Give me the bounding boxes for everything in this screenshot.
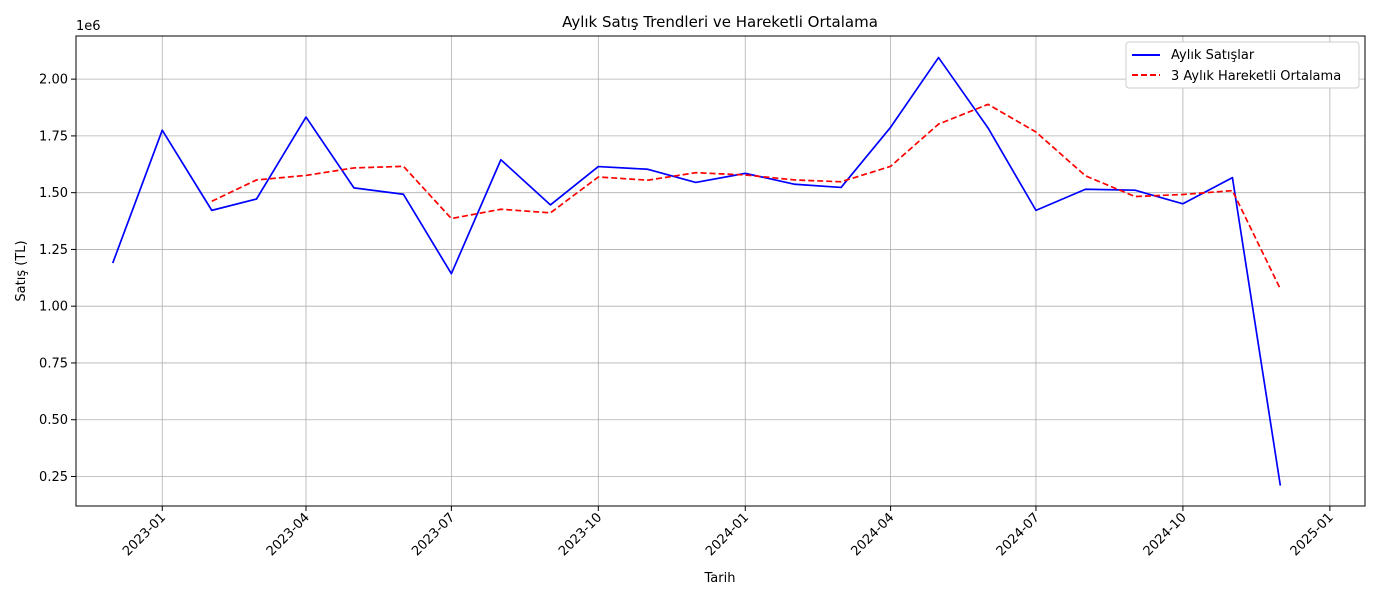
- x-tick-label: 2024-04: [848, 510, 897, 559]
- sales-series-line: [111, 56, 1282, 486]
- x-tick-label: 2024-01: [703, 510, 752, 559]
- y-tick-label: 1.25: [39, 243, 68, 258]
- y-tick-label: 0.75: [39, 356, 68, 371]
- y-tick-label: 1.50: [39, 186, 68, 201]
- y-tick-label: 0.25: [39, 470, 68, 485]
- y-tick-label: 1.75: [39, 129, 68, 144]
- y-tick-label: 0.50: [39, 413, 68, 428]
- y-axis-label: Satış (TL): [14, 240, 29, 301]
- moving-average-series-line: [211, 103, 1282, 290]
- chart-title: Aylık Satış Trendleri ve Hareketli Ortal…: [562, 13, 878, 31]
- x-tick-label: 2023-04: [264, 510, 313, 559]
- x-tick-label: 2023-10: [556, 510, 605, 559]
- legend-label-sales: Aylık Satışlar: [1171, 48, 1255, 63]
- plot-frame: [75, 35, 1366, 507]
- legend: Aylık Satışlar 3 Aylık Hareketli Ortalam…: [1125, 41, 1360, 89]
- grid-lines: [76, 36, 1365, 506]
- y-tick-label: 1.00: [39, 300, 68, 315]
- legend-label-moving-average: 3 Aylık Hareketli Ortalama: [1171, 69, 1341, 84]
- x-tick-label: 2023-01: [120, 510, 169, 559]
- x-axis-label: Tarih: [704, 571, 736, 586]
- x-tick-label: 2024-07: [994, 510, 1043, 559]
- x-tick-label: 2025-01: [1288, 510, 1337, 559]
- y-tick-label: 2.00: [39, 73, 68, 88]
- legend-frame: [1125, 41, 1360, 89]
- y-offset-text: 1e6: [76, 19, 101, 34]
- x-tick-label: 2023-07: [409, 510, 458, 559]
- x-tick-label: 2024-10: [1141, 510, 1190, 559]
- x-axis-ticks: 2023-01 2023-04 2023-07 2023-10 2024-01 2024-…: [120, 506, 1337, 559]
- series-lines: [111, 56, 1282, 486]
- y-axis-ticks: 0.25 0.50 0.75 1.00 1.25 1.50 1.75 2.00: [39, 73, 76, 485]
